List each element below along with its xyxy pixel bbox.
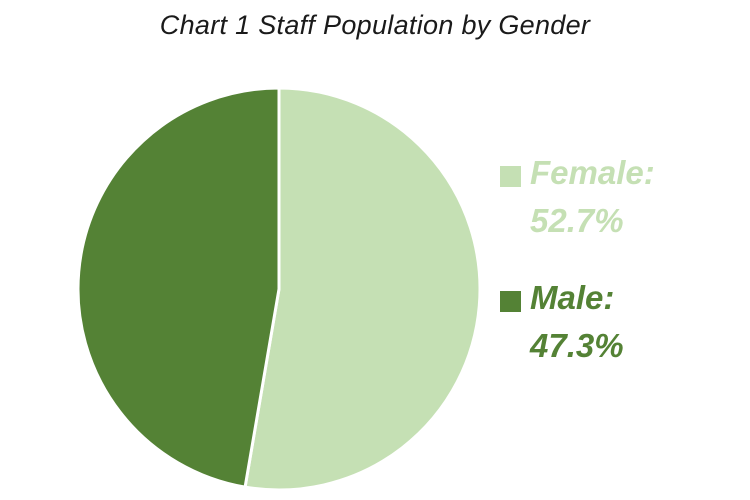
pie-slice-male <box>76 86 281 489</box>
legend-value-female: 52.7% <box>530 202 624 239</box>
legend-label-female: Female: <box>530 154 655 191</box>
legend-swatch-male <box>500 291 521 312</box>
legend-swatch-female <box>500 166 521 187</box>
legend-value-male: 47.3% <box>530 327 624 364</box>
pie-slice-female <box>243 86 482 492</box>
legend-label-male: Male: <box>530 279 615 316</box>
chart-title: Chart 1 Staff Population by Gender <box>159 10 591 40</box>
